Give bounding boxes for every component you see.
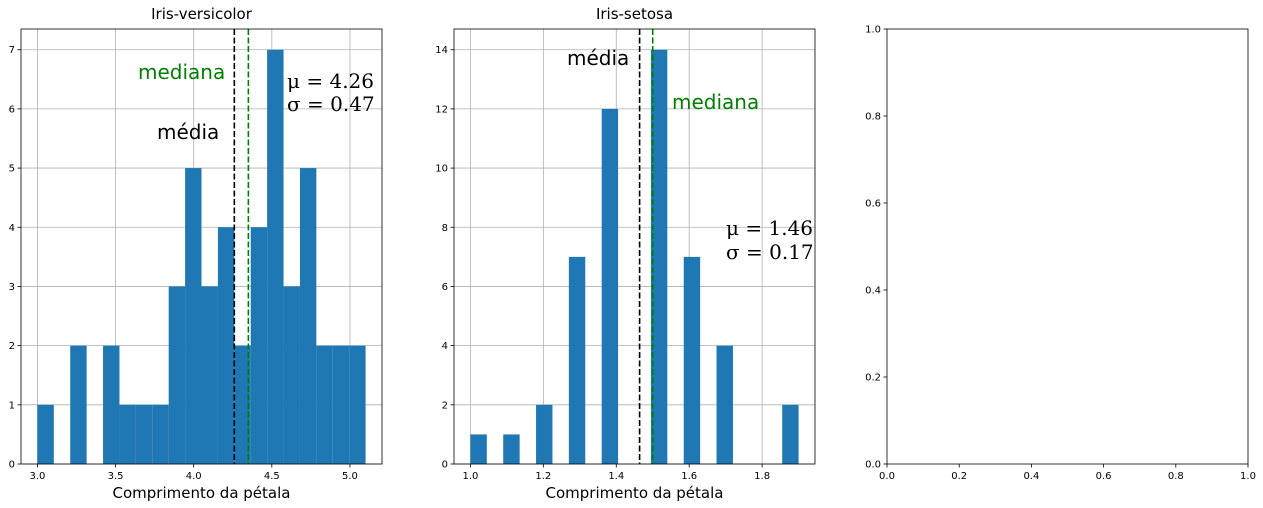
y-tick-label: 6 [9, 104, 15, 115]
histogram-bar [503, 434, 520, 464]
x-axis-label: Comprimento da pétala [113, 484, 291, 502]
histogram-bar [349, 345, 366, 464]
x-tick-label: 3.0 [29, 471, 45, 482]
y-tick-label: 2 [9, 341, 15, 352]
y-tick-label: 7 [9, 45, 15, 56]
mean-label: média [567, 46, 629, 70]
histogram-bar [37, 404, 54, 464]
x-tick-label: 0.6 [1096, 471, 1112, 482]
sigma-annotation: σ = 0.47 [287, 92, 375, 116]
y-tick-label: 8 [442, 223, 448, 234]
x-tick-label: 3.5 [108, 471, 124, 482]
histogram-bar [683, 256, 701, 464]
y-tick-label: 0.2 [865, 373, 881, 384]
x-tick-label: 1.6 [681, 471, 697, 482]
histogram-bar [217, 227, 235, 464]
y-tick-label: 12 [435, 104, 448, 115]
histogram-bar [332, 345, 350, 464]
x-tick-label: 0.0 [879, 471, 895, 482]
y-tick-label: 0.4 [865, 286, 881, 297]
histogram-bar [234, 345, 251, 464]
x-tick-label: 1.0 [1240, 471, 1256, 482]
chart-title: Iris-setosa [596, 5, 673, 23]
subplot-3: 0.0 0.2 0.4 0.6 0.8 1.0 0.0 0.2 0.4 0.6 0.8 1.0 [865, 25, 1256, 483]
x-axis-label: Comprimento da pétala [546, 484, 724, 502]
y-tick-label: 4 [9, 223, 15, 234]
histogram-bar [267, 49, 284, 464]
y-tick-label: 1 [9, 400, 15, 411]
mean-label: média [157, 120, 219, 144]
y-tick-label: 5 [9, 164, 15, 175]
sigma-annotation: σ = 0.17 [726, 240, 814, 264]
y-tick-label: 0.6 [865, 199, 881, 210]
axes-frame [453, 28, 816, 465]
y-tick-label: 14 [435, 45, 448, 56]
histogram-bar [283, 286, 300, 464]
x-tick-label: 4.0 [186, 471, 202, 482]
mu-annotation: μ = 4.26 [287, 69, 374, 93]
histogram-bar [601, 108, 619, 465]
x-tick-label: 4.5 [264, 471, 280, 482]
axes-frame [20, 28, 383, 465]
x-tick-label: 0.8 [1168, 471, 1184, 482]
y-tick-label: 4 [442, 341, 448, 352]
mu-annotation: μ = 1.46 [726, 216, 813, 240]
x-tick-label: 5.0 [342, 471, 358, 482]
y-tick-label: 1.0 [865, 25, 881, 36]
histogram-bar [316, 345, 333, 464]
subplot-1: mediana média μ = 4.26σ = 0.47 3.0 3.5 4.0 4.5… [9, 5, 383, 502]
histogram-bar [185, 168, 202, 464]
y-tick-label: 10 [435, 164, 448, 175]
histogram-bar [152, 404, 169, 464]
histogram-bar [70, 345, 87, 464]
histogram-bar [782, 404, 799, 464]
x-tick-label: 1.0 [462, 471, 478, 482]
subplot-2: mediana média μ = 1.46σ = 0.17 1.0 1.2 1.4 1.6… [435, 5, 816, 502]
histogram-bar [168, 286, 186, 464]
y-tick-label: 0 [9, 460, 15, 471]
histogram-bar [103, 345, 120, 464]
histogram-bar [536, 404, 553, 464]
y-tick-label: 0.0 [865, 460, 881, 471]
y-tick-label: 0.8 [865, 112, 881, 123]
histogram-bar [135, 404, 153, 464]
x-tick-label: 0.2 [951, 471, 967, 482]
x-tick-label: 0.4 [1023, 471, 1039, 482]
axes-frame [886, 28, 1249, 465]
histogram-bar [119, 404, 136, 464]
histogram-bar [568, 256, 586, 464]
y-tick-label: 2 [442, 400, 448, 411]
histogram-bar [716, 345, 733, 464]
x-tick-label: 1.2 [535, 471, 551, 482]
x-tick-label: 1.8 [754, 471, 770, 482]
chart-title: Iris-versicolor [151, 5, 253, 23]
histogram-bar [250, 227, 268, 464]
median-label: mediana [672, 90, 759, 114]
histogram-bar [470, 434, 487, 464]
x-tick-label: 1.4 [608, 471, 624, 482]
median-label: mediana [138, 60, 225, 84]
histogram-bar [201, 286, 218, 464]
y-tick-label: 6 [442, 282, 448, 293]
y-tick-label: 3 [9, 282, 15, 293]
y-tick-label: 0 [442, 460, 448, 471]
histogram-bar [299, 168, 317, 464]
histogram-bar [650, 49, 668, 464]
